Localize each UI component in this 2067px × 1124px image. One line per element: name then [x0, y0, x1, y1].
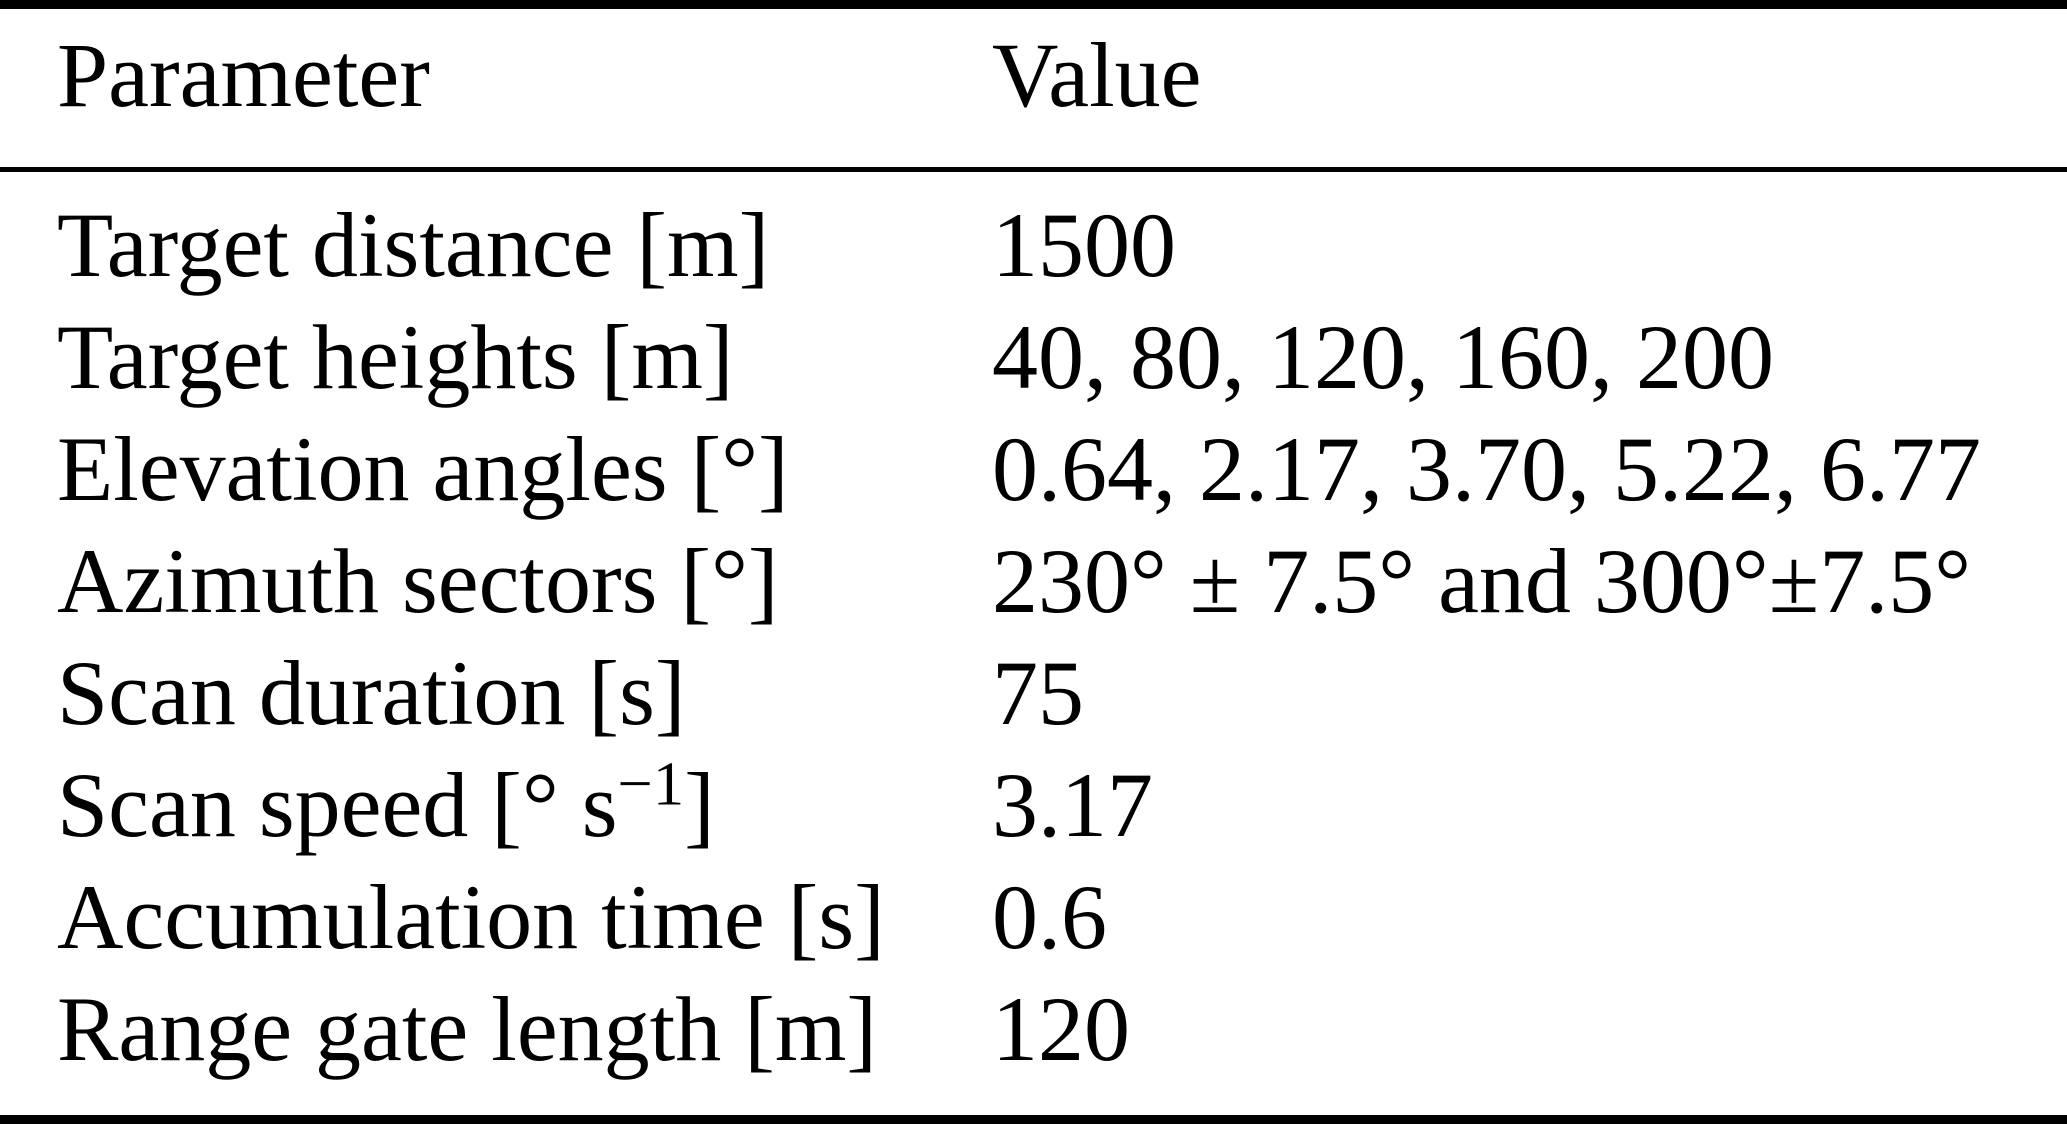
value-cell: 120 [992, 978, 1130, 1080]
value-cell: 75 [992, 642, 1084, 744]
table-row: Accumulation time [s] 0.6 [0, 861, 2067, 973]
table-row: Azimuth sectors [°] 230° ± 7.5° and 300°… [0, 525, 2067, 637]
parameter-cell: Elevation angles [°] [57, 418, 789, 520]
parameter-cell: Azimuth sectors [°] [57, 530, 779, 632]
parameter-cell: Target distance [m] [57, 194, 770, 296]
table-top-rule [0, 0, 2067, 9]
column-header-parameter: Parameter [57, 24, 430, 126]
parameter-cell: Target heights [m] [57, 306, 734, 408]
table-bottom-rule [0, 1115, 2067, 1124]
value-cell: 40, 80, 120, 160, 200 [992, 306, 1774, 408]
value-cell: 0.64, 2.17, 3.70, 5.22, 6.77 [992, 418, 1981, 520]
table-row: Scan speed [° s−1] 3.17 [0, 749, 2067, 861]
table-row: Scan duration [s] 75 [0, 637, 2067, 749]
table-row: Elevation angles [°] 0.64, 2.17, 3.70, 5… [0, 413, 2067, 525]
table-body: Target distance [m] 1500 Target heights … [0, 189, 2067, 1085]
table-row: Range gate length [m] 120 [0, 973, 2067, 1085]
table-row: Target heights [m] 40, 80, 120, 160, 200 [0, 301, 2067, 413]
column-header-value: Value [992, 24, 1202, 126]
table-header-rule [0, 167, 2067, 172]
value-cell: 230° ± 7.5° and 300°±7.5° [992, 530, 1971, 632]
parameter-cell: Scan speed [° s−1] [57, 748, 715, 856]
parameter-cell: Range gate length [m] [57, 978, 878, 1080]
value-cell: 3.17 [992, 754, 1153, 856]
parameter-cell: Scan duration [s] [57, 642, 686, 744]
value-cell: 0.6 [992, 866, 1107, 968]
value-cell: 1500 [992, 194, 1176, 296]
table-row: Target distance [m] 1500 [0, 189, 2067, 301]
parameter-cell: Accumulation time [s] [57, 866, 885, 968]
